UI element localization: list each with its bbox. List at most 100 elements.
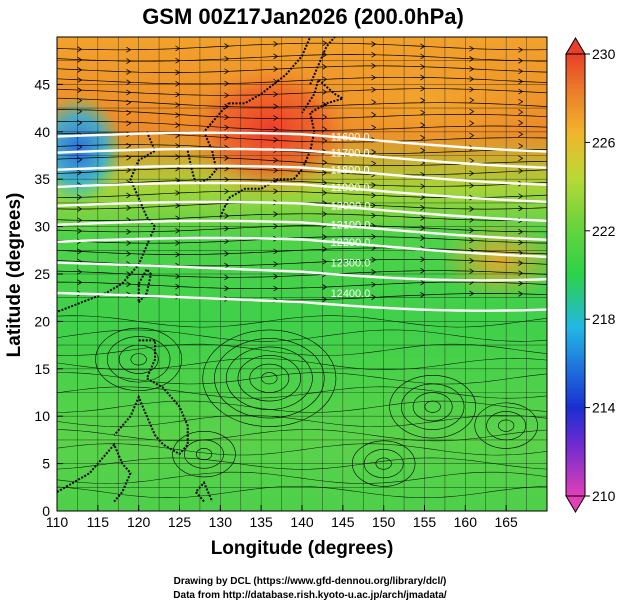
streamline-arrow (420, 74, 426, 81)
y-axis-label: Latitude (degrees) (4, 193, 25, 358)
streamline-arrow (518, 57, 524, 64)
streamline-arrow (420, 292, 426, 298)
colorbar-max-arrow (565, 37, 586, 55)
streamline-arrow (126, 79, 132, 86)
streamline-arrow (77, 217, 83, 224)
streamline (57, 97, 547, 108)
streamline-arrow (175, 102, 181, 108)
x-tick-label: 135 (249, 514, 273, 530)
streamline-arrow (126, 46, 132, 53)
cold-anomaly (57, 95, 123, 205)
streamline (57, 471, 547, 484)
streamline-arrow (420, 147, 426, 154)
streamline-arrow (518, 131, 524, 138)
streamline-arrow (518, 120, 524, 126)
streamline-arrow (273, 273, 279, 280)
streamline-arrow (518, 205, 524, 212)
streamline-arrow (224, 114, 230, 121)
streamline-arrow (224, 68, 230, 75)
streamline-arrow (469, 132, 475, 139)
streamline-arrow (469, 45, 475, 52)
streamline-arrow (371, 269, 377, 275)
streamline-eddy (202, 329, 337, 427)
streamline-arrow (273, 41, 279, 47)
streamline-arrow (371, 202, 377, 209)
coastline (186, 102, 230, 186)
x-tick-label: 145 (331, 514, 355, 530)
streamline-arrow (469, 257, 475, 264)
streamline-arrow (224, 262, 230, 269)
streamline-arrow (420, 267, 426, 274)
streamline-eddy (214, 338, 325, 419)
colorbar: 210 214 218 222 226 230 (565, 37, 616, 513)
streamline-arrow (175, 283, 181, 290)
coastline (113, 339, 189, 456)
streamline-arrow (77, 120, 83, 126)
streamline-arrow (420, 134, 426, 141)
streamline-arrow (224, 238, 230, 245)
streamline-arrow (371, 212, 377, 219)
streamline-arrow (322, 246, 328, 252)
coastline (57, 442, 132, 503)
coastline (228, 37, 312, 105)
streamline-arrow (126, 240, 132, 246)
streamline-arrow (175, 251, 181, 258)
streamline-eddy (118, 344, 159, 374)
streamline-arrow (175, 227, 181, 234)
streamline (57, 358, 547, 370)
y-axis: 0 5 10 15 20 25 30 35 40 45 (34, 76, 63, 519)
streamline-arrow (126, 154, 132, 161)
height-contour (57, 164, 547, 186)
streamline-arrow (224, 176, 230, 183)
streamline-eddy (95, 327, 183, 391)
streamline (57, 343, 547, 356)
streamline-arrow (126, 281, 132, 288)
streamline-arrow (224, 55, 230, 62)
streamline-arrow (518, 270, 524, 277)
streamline-arrow (322, 211, 328, 217)
streamline (57, 386, 547, 399)
streamline-arrow (175, 69, 181, 76)
streamline-arrow (175, 273, 181, 280)
streamline-arrow (371, 192, 377, 199)
streamline (57, 224, 547, 233)
height-contour (57, 131, 547, 153)
streamline-arrow (224, 43, 230, 49)
x-tick-label: 115 (87, 514, 110, 530)
streamline (57, 400, 547, 413)
contour-label: 12400.0 (331, 288, 371, 300)
colorbar-tick-label: 218 (592, 311, 616, 327)
streamline-arrow (175, 57, 181, 64)
streamline-arrow (175, 45, 181, 52)
height-contour (57, 219, 547, 241)
streamline-arrow (371, 281, 377, 288)
contour-label: 12100.0 (331, 220, 371, 232)
y-tick-label: 20 (34, 313, 50, 329)
streamline-arrow (126, 99, 132, 106)
streamline (57, 281, 547, 290)
coastlines (57, 37, 346, 503)
streamline-arrow (371, 160, 377, 167)
chart-title: GSM 00Z17Jan2026 (200.0hPa) (142, 4, 464, 29)
streamline-arrow (469, 217, 475, 223)
height-contour (57, 181, 547, 203)
x-axis: 110 115 120 125 130 135 140 145 150 155 160 165 (46, 505, 518, 530)
streamline-arrow (322, 169, 328, 176)
x-tick-label: 150 (372, 514, 396, 530)
colorbar-scale (565, 53, 586, 497)
streamline-arrow (175, 91, 181, 98)
streamline-arrow (420, 53, 426, 60)
streamline-arrow (420, 109, 426, 116)
y-tick-label: 5 (42, 456, 50, 472)
streamline-arrow (420, 225, 426, 231)
streamline-arrow (126, 109, 132, 116)
streamline (57, 65, 547, 73)
streamline-arrow (518, 88, 524, 95)
streamline-arrow (322, 114, 328, 120)
streamline-arrow (273, 53, 279, 60)
streamline-arrow (518, 155, 524, 162)
streamline-arrow (371, 233, 377, 240)
y-tick-label: 40 (34, 124, 50, 140)
streamline-arrow (322, 296, 328, 303)
